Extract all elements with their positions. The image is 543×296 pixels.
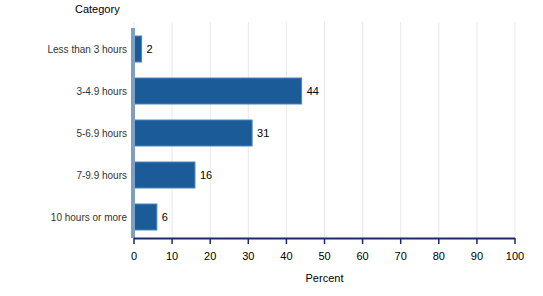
tick-label: 70 xyxy=(395,250,407,262)
data-label: 16 xyxy=(200,169,212,181)
y-axis-line xyxy=(131,28,135,238)
data-labels: 2 44 31 16 6 xyxy=(147,43,319,223)
tick-label: 100 xyxy=(506,250,524,262)
tick-mark xyxy=(209,238,211,244)
bar xyxy=(134,204,157,230)
tick-label: 40 xyxy=(280,250,292,262)
tick-label: 0 xyxy=(131,250,137,262)
tick-mark xyxy=(324,238,326,244)
grid-line xyxy=(400,22,401,238)
tick-mark xyxy=(133,238,135,244)
tick-mark xyxy=(171,238,173,244)
data-label: 44 xyxy=(307,85,319,97)
tick-mark xyxy=(286,238,288,244)
tick-mark xyxy=(362,238,364,244)
y-axis-title: Category xyxy=(75,3,120,15)
data-label: 6 xyxy=(162,211,168,223)
tick-label: 20 xyxy=(204,250,216,262)
category-label: Less than 3 hours xyxy=(48,44,128,55)
grid xyxy=(134,22,515,238)
chart-svg: 2 44 31 16 6 Less than 3 hours 3-4.9 hours 5-6.… xyxy=(0,0,543,296)
tick-label: 90 xyxy=(471,250,483,262)
tick-label: 50 xyxy=(318,250,330,262)
tick-label: 30 xyxy=(242,250,254,262)
bar xyxy=(134,78,302,104)
data-label: 31 xyxy=(257,127,269,139)
data-label: 2 xyxy=(147,43,153,55)
tick-label: 80 xyxy=(433,250,445,262)
tick-label: 10 xyxy=(166,250,178,262)
grid-line xyxy=(438,22,439,238)
grid-line xyxy=(476,22,477,238)
tick-mark xyxy=(248,238,250,244)
category-labels: Less than 3 hours 3-4.9 hours 5-6.9 hours 7… xyxy=(48,44,128,223)
tick-mark xyxy=(514,238,516,244)
category-label: 7-9.9 hours xyxy=(76,170,127,181)
grid-line xyxy=(515,22,516,238)
x-axis-title: Percent xyxy=(306,272,344,284)
category-label: 10 hours or more xyxy=(51,212,128,223)
tick-label: 60 xyxy=(356,250,368,262)
grid-line xyxy=(324,22,325,238)
bar xyxy=(134,120,252,146)
category-label: 5-6.9 hours xyxy=(76,128,127,139)
grid-line xyxy=(286,22,287,238)
chart-container: 2 44 31 16 6 Less than 3 hours 3-4.9 hours 5-6.… xyxy=(0,0,543,296)
grid-line xyxy=(362,22,363,238)
bars xyxy=(134,36,302,230)
tick-mark xyxy=(476,238,478,244)
bar xyxy=(134,162,195,188)
x-ticks: 0 10 20 30 40 50 60 70 80 90 100 xyxy=(131,238,524,262)
tick-mark xyxy=(400,238,402,244)
tick-mark xyxy=(438,238,440,244)
bar xyxy=(134,36,142,62)
category-label: 3-4.9 hours xyxy=(76,86,127,97)
